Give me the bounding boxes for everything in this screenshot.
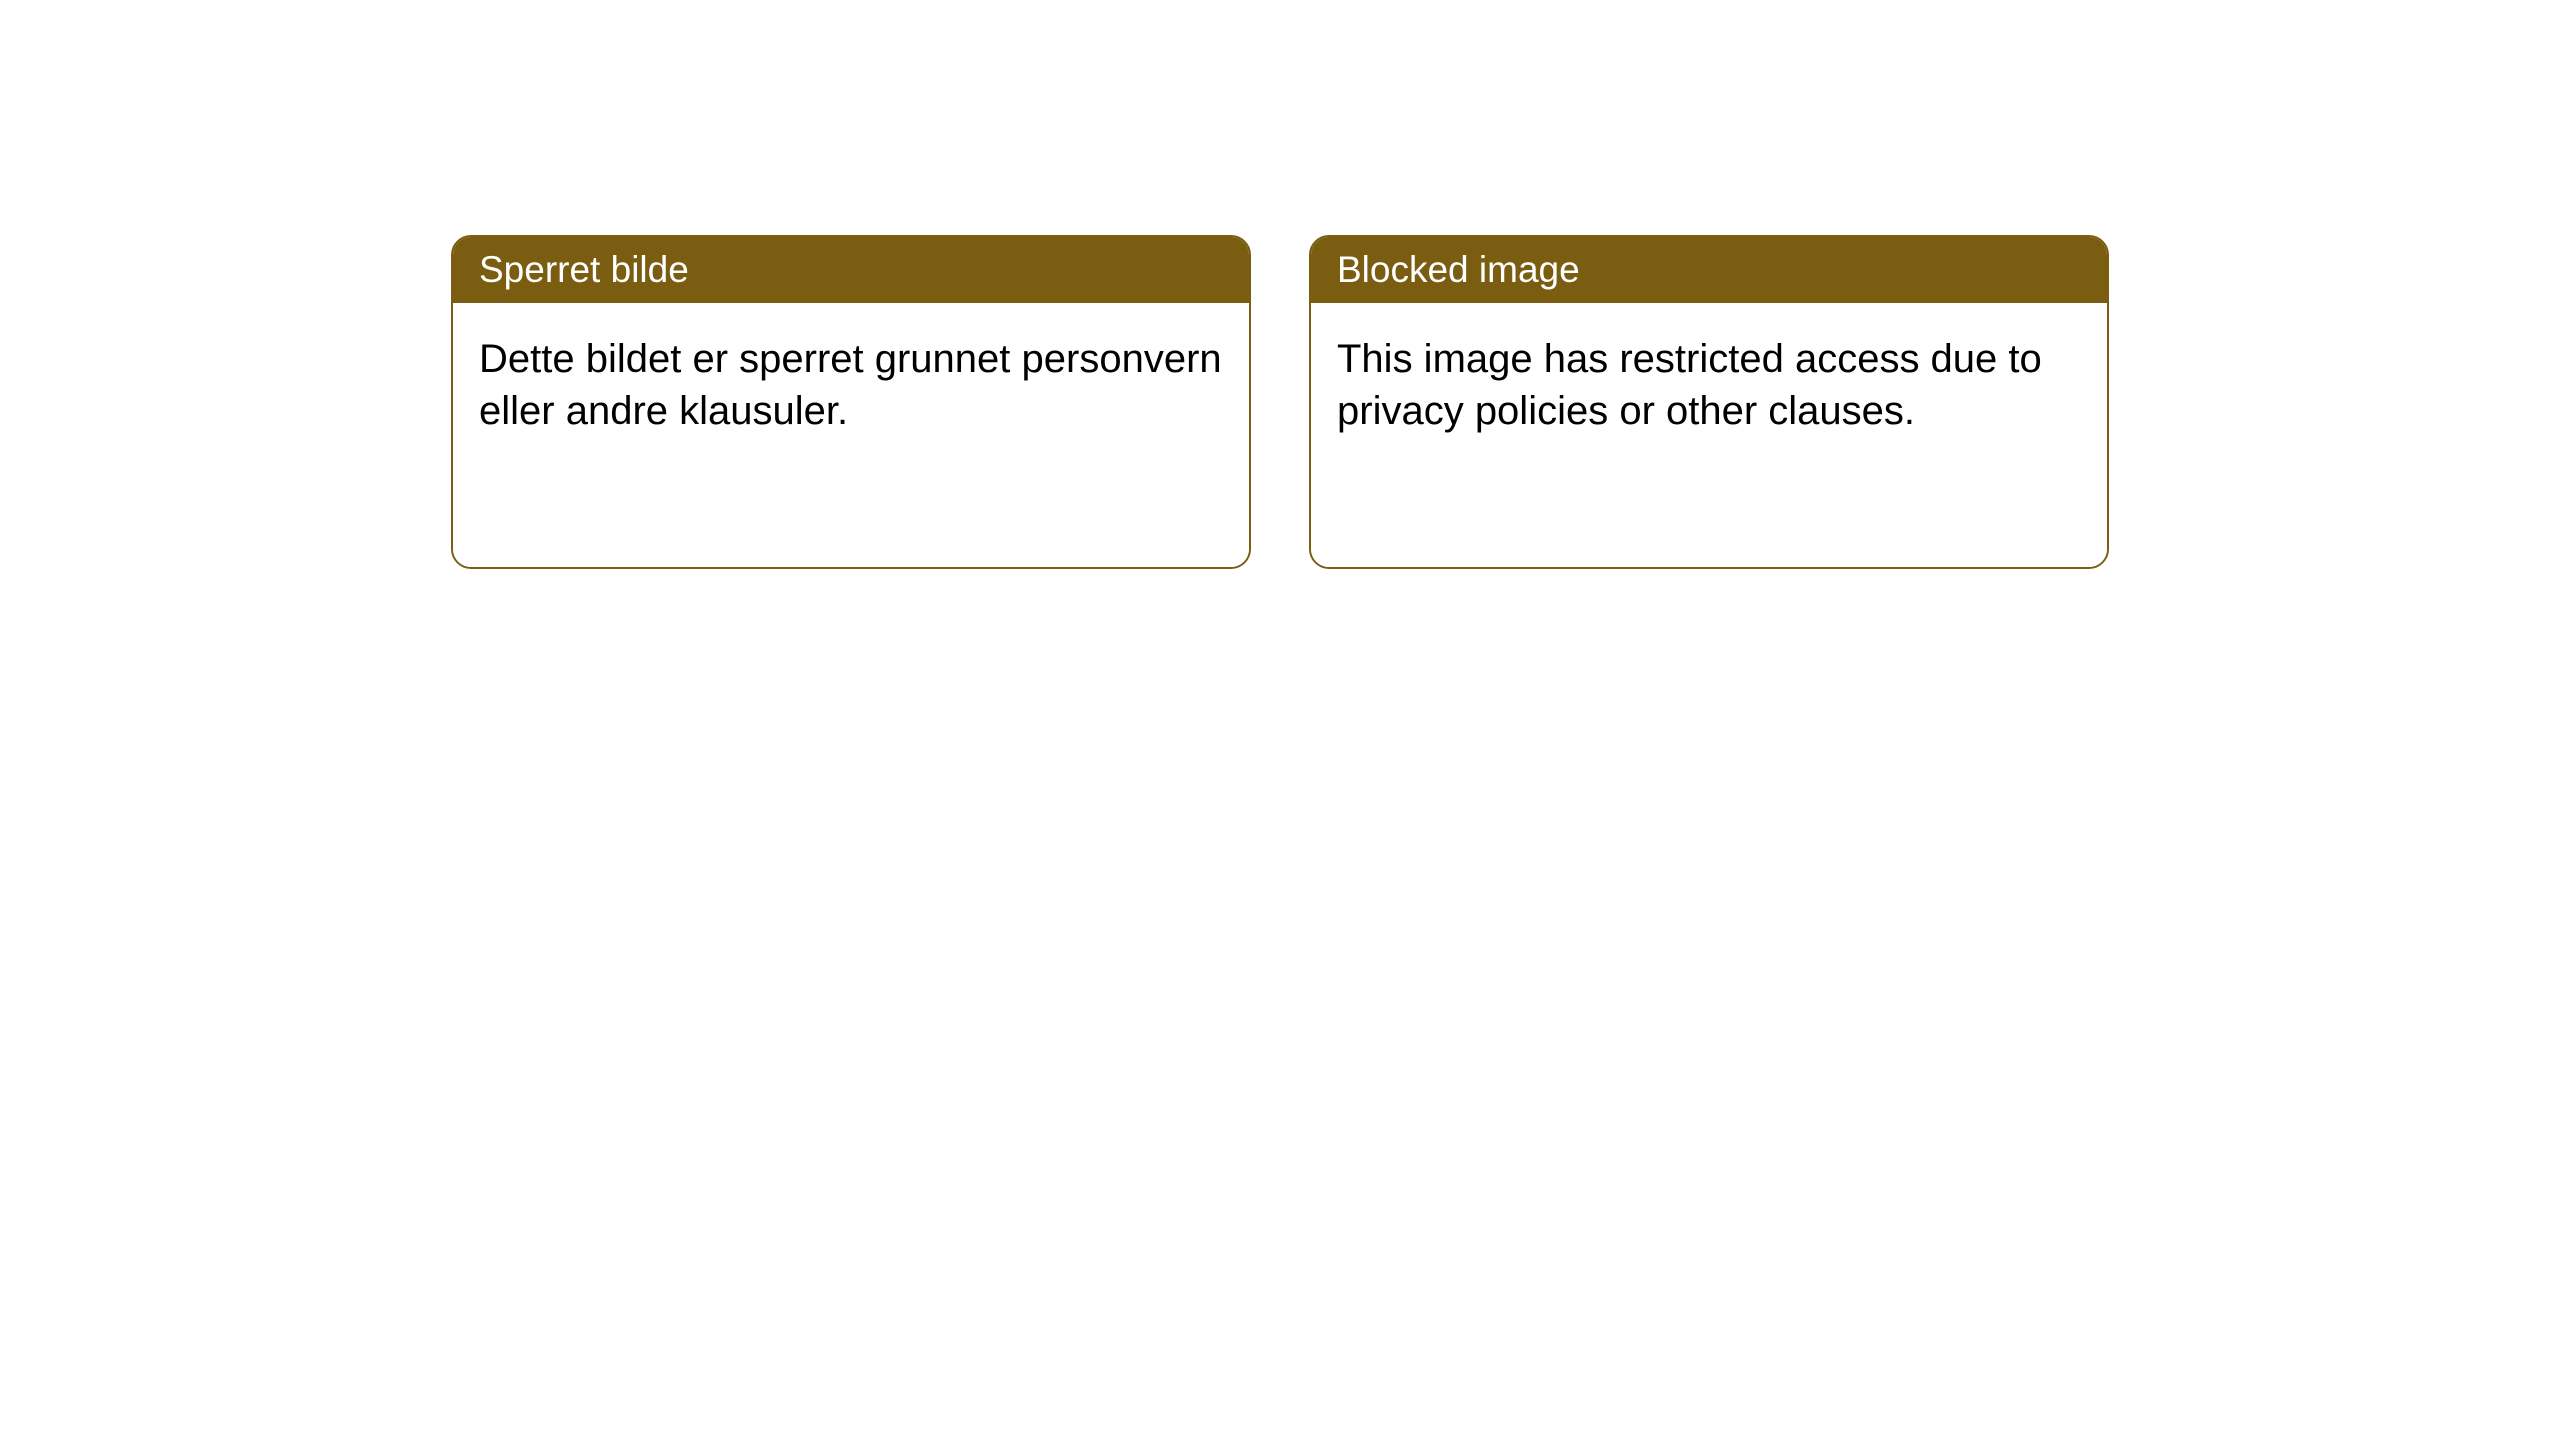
card-body-en: This image has restricted access due to … <box>1311 303 2107 567</box>
card-title-no: Sperret bilde <box>479 249 689 290</box>
card-message-en: This image has restricted access due to … <box>1337 333 2081 437</box>
card-message-no: Dette bildet er sperret grunnet personve… <box>479 333 1223 437</box>
message-cards-container: Sperret bilde Dette bildet er sperret gr… <box>451 235 2109 569</box>
blocked-image-card-en: Blocked image This image has restricted … <box>1309 235 2109 569</box>
card-header-no: Sperret bilde <box>453 237 1249 303</box>
card-title-en: Blocked image <box>1337 249 1580 290</box>
card-body-no: Dette bildet er sperret grunnet personve… <box>453 303 1249 567</box>
card-header-en: Blocked image <box>1311 237 2107 303</box>
blocked-image-card-no: Sperret bilde Dette bildet er sperret gr… <box>451 235 1251 569</box>
